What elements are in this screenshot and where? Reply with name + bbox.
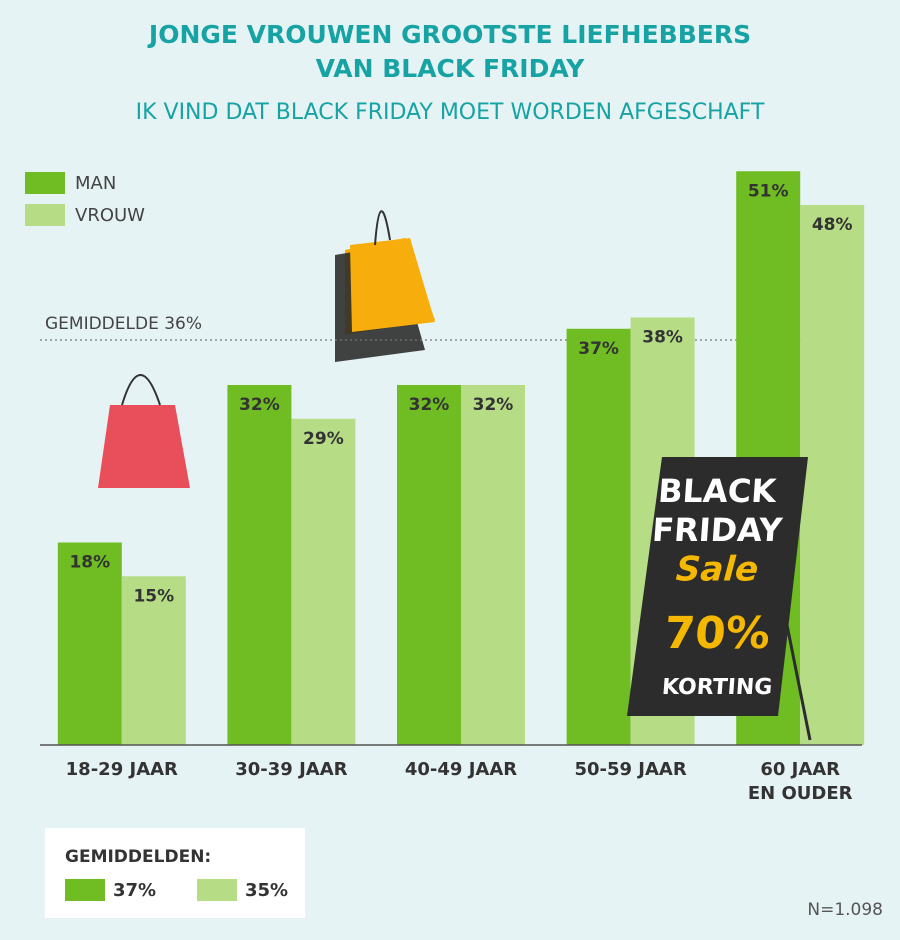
average-swatch <box>65 879 105 901</box>
bar <box>291 418 356 745</box>
average-label: 37% <box>113 880 156 901</box>
bar <box>461 385 525 745</box>
reference-label: GEMIDDELDE 36% <box>45 314 202 334</box>
legend-swatch <box>25 172 65 194</box>
x-tick-label: 18-29 JAAR <box>65 759 178 780</box>
sign <box>627 457 808 716</box>
averages-box <box>45 828 305 918</box>
average-label: 35% <box>245 880 288 901</box>
value-label: 38% <box>642 328 683 348</box>
chart-subtitle: IK VIND DAT BLACK FRIDAY MOET WORDEN AFG… <box>135 100 765 125</box>
illustration <box>98 210 435 488</box>
sign-text: Sale <box>675 550 760 590</box>
x-tick-label: 30-39 JAAR <box>235 759 348 780</box>
legend-label: VROUW <box>75 205 145 226</box>
value-label: 15% <box>133 586 174 606</box>
legend-swatch <box>25 204 65 226</box>
note: N=1.098 <box>807 900 883 920</box>
value-label: 51% <box>748 181 789 201</box>
bar <box>800 205 865 745</box>
value-label: 29% <box>303 429 344 449</box>
sign-text: 70% <box>663 608 772 659</box>
sign-leg <box>783 614 812 741</box>
sign-text: KORTING <box>661 675 773 700</box>
value-label: 18% <box>69 553 110 573</box>
sign-text: BLACK <box>657 472 779 510</box>
average-swatch <box>197 879 237 901</box>
value-label: 32% <box>473 395 514 415</box>
chart-title: JONGE VROUWEN GROOTSTE LIEFHEBBERS VAN B… <box>148 20 752 83</box>
bar <box>57 542 122 745</box>
value-label: 32% <box>409 395 450 415</box>
sign-text: FRIDAY <box>651 511 784 549</box>
bar <box>121 576 186 745</box>
bar <box>397 385 461 745</box>
x-tick-label: 50-59 JAAR <box>574 759 687 780</box>
averages-title: GEMIDDELDEN: <box>65 847 211 867</box>
x-tick-label: 40-49 JAAR <box>404 759 518 780</box>
bar <box>227 385 292 745</box>
value-label: 48% <box>812 215 853 235</box>
value-label: 37% <box>578 339 619 359</box>
value-label: 32% <box>239 395 280 415</box>
legend-label: MAN <box>75 173 116 194</box>
bar <box>566 328 631 745</box>
x-tick-label: 60 JAAR EN OUDER <box>747 759 853 804</box>
